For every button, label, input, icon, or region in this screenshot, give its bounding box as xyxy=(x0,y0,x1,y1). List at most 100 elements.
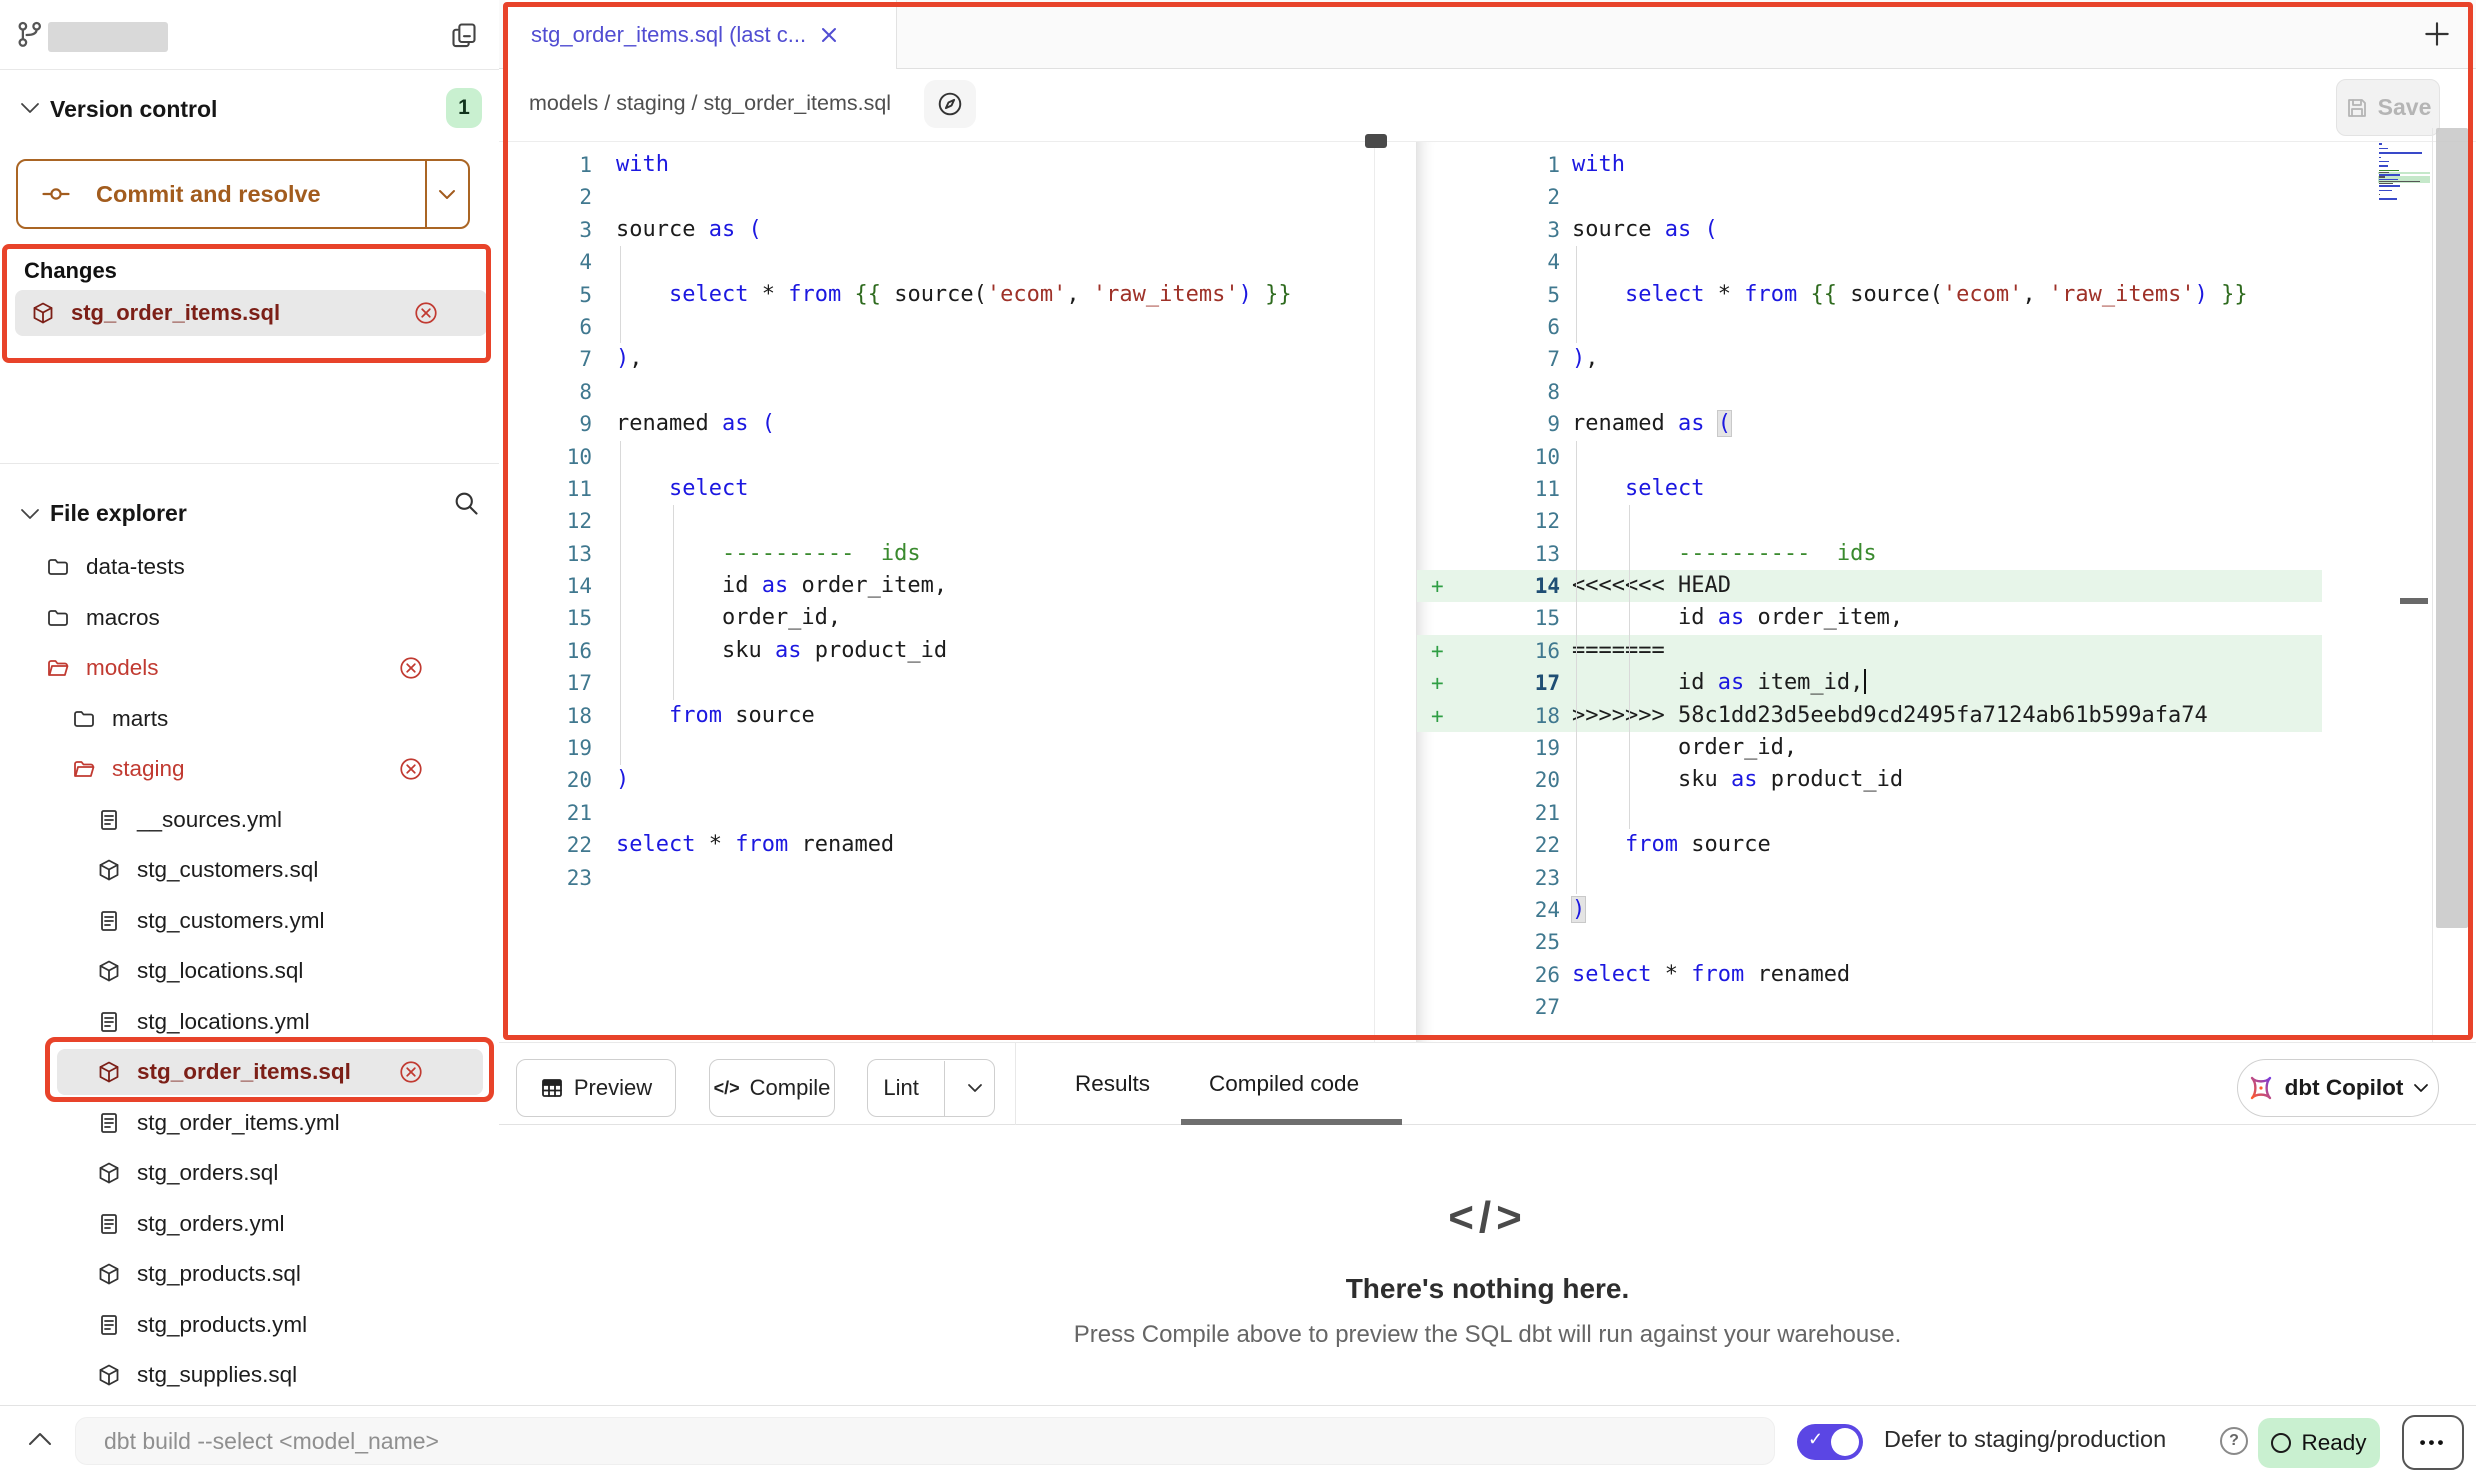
code-line-1[interactable]: 1 with xyxy=(499,149,1374,181)
code-line-2[interactable]: 2 xyxy=(499,181,1374,213)
sidebar-item-__sources.yml[interactable]: __sources.yml xyxy=(0,795,499,846)
chevron-up-icon[interactable] xyxy=(28,1432,52,1446)
sidebar-item-models[interactable]: models xyxy=(0,643,499,694)
close-icon[interactable] xyxy=(820,26,838,44)
code-line-9[interactable]: 9 renamed as ( xyxy=(499,408,1374,440)
code-line-20[interactable]: 20 sku as product_id xyxy=(1417,764,2322,796)
code-line-17[interactable]: 17 xyxy=(499,667,1374,699)
sidebar-item-stg_supplies.sql[interactable]: stg_supplies.sql xyxy=(0,1350,499,1401)
code-line-11[interactable]: 11 select xyxy=(499,473,1374,505)
command-input[interactable]: dbt build --select <model_name> xyxy=(75,1417,1775,1465)
code-line-6[interactable]: 6 xyxy=(1417,311,2322,343)
code-line-6[interactable]: 6 xyxy=(499,311,1374,343)
sidebar-item-data-tests[interactable]: data-tests xyxy=(0,542,499,593)
code-line-12[interactable]: 12 xyxy=(1417,505,2322,537)
commit-and-resolve-button[interactable]: Commit and resolve xyxy=(16,159,470,229)
code-line-11[interactable]: 11 select xyxy=(1417,473,2322,505)
sidebar-item-marts[interactable]: marts xyxy=(0,694,499,745)
save-button[interactable]: Save xyxy=(2336,79,2440,136)
code-line-19[interactable]: 19 order_id, xyxy=(1417,732,2322,764)
sidebar-item-macros[interactable]: macros xyxy=(0,593,499,644)
code-line-13[interactable]: 13 ---------- ids xyxy=(499,538,1374,570)
chevron-down-icon[interactable] xyxy=(20,508,40,520)
code-line-12[interactable]: 12 xyxy=(499,505,1374,537)
sidebar-item-stg_order_items.sql[interactable]: stg_order_items.sql xyxy=(0,1047,499,1098)
copy-icon[interactable] xyxy=(450,21,478,49)
code-line-4[interactable]: 4 xyxy=(1417,246,2322,278)
sidebar-item-staging[interactable]: staging xyxy=(0,744,499,795)
remove-change-icon[interactable] xyxy=(398,756,424,782)
chevron-down-icon[interactable] xyxy=(20,102,40,114)
file-explorer-header[interactable]: File explorer xyxy=(50,500,187,526)
code-line-27[interactable]: 27 xyxy=(1417,991,2322,1023)
chevron-down-icon[interactable] xyxy=(438,189,456,200)
code-line-23[interactable]: 23 xyxy=(1417,862,2322,894)
sidebar-item-stg_locations.sql[interactable]: stg_locations.sql xyxy=(0,946,499,997)
sidebar-item-stg_orders.sql[interactable]: stg_orders.sql xyxy=(0,1148,499,1199)
sidebar-item-stg_orders.yml[interactable]: stg_orders.yml xyxy=(0,1199,499,1250)
code-line-10[interactable]: 10 xyxy=(1417,441,2322,473)
remove-change-icon[interactable] xyxy=(398,1059,424,1085)
code-line-17[interactable]: +17 id as item_id, xyxy=(1417,667,2322,700)
sidebar-item-stg_customers.sql[interactable]: stg_customers.sql xyxy=(0,845,499,896)
version-control-header[interactable]: Version control xyxy=(50,96,218,122)
code-line-13[interactable]: 13 ---------- ids xyxy=(1417,538,2322,570)
code-line-18[interactable]: 18 from source xyxy=(499,700,1374,732)
code-line-5[interactable]: 5 select * from {{ source('ecom', 'raw_i… xyxy=(1417,279,2322,311)
sidebar-item-stg_order_items.yml[interactable]: stg_order_items.yml xyxy=(0,1098,499,1149)
minimap[interactable] xyxy=(2378,142,2432,206)
code-line-22[interactable]: 22 select * from renamed xyxy=(499,829,1374,861)
tab-stg-order-items[interactable]: stg_order_items.sql (last c... xyxy=(505,0,897,69)
code-line-10[interactable]: 10 xyxy=(499,441,1374,473)
code-line-9[interactable]: 9 renamed as ( xyxy=(1417,408,2322,440)
dbt-copilot-button[interactable]: dbt Copilot xyxy=(2237,1059,2439,1117)
more-options-button[interactable]: ••• xyxy=(2402,1415,2464,1470)
tab-results[interactable]: Results xyxy=(1075,1071,1151,1096)
changes-item-stg_order_items.sql[interactable]: stg_order_items.sql xyxy=(15,290,487,336)
remove-change-icon[interactable] xyxy=(413,300,439,326)
sidebar-item-stg_products.sql[interactable]: stg_products.sql xyxy=(0,1249,499,1300)
code-line-26[interactable]: 26 select * from renamed xyxy=(1417,959,2322,991)
sidebar-item-stg_locations.yml[interactable]: stg_locations.yml xyxy=(0,997,499,1048)
code-line-8[interactable]: 8 xyxy=(1417,376,2322,408)
code-line-20[interactable]: 20) xyxy=(499,764,1374,796)
code-line-3[interactable]: 3 source as ( xyxy=(1417,214,2322,246)
help-icon[interactable]: ? xyxy=(2220,1427,2248,1455)
code-pane-modified[interactable]: 1 with 2 3 source as (4 5 select * from {{ so… xyxy=(1417,142,2322,1042)
code-line-21[interactable]: 21 xyxy=(499,797,1374,829)
code-line-5[interactable]: 5 select * from {{ source('ecom', 'raw_i… xyxy=(499,279,1374,311)
code-line-24[interactable]: 24) xyxy=(1417,894,2322,926)
tab-compiled-code[interactable]: Compiled code xyxy=(1209,1071,1360,1096)
code-line-4[interactable]: 4 xyxy=(499,246,1374,278)
code-line-8[interactable]: 8 xyxy=(499,376,1374,408)
code-line-7[interactable]: 7), xyxy=(499,343,1374,375)
code-line-3[interactable]: 3 source as ( xyxy=(499,214,1374,246)
new-tab-button[interactable] xyxy=(2421,18,2453,50)
left-pane-scrollbar-thumb[interactable] xyxy=(1365,134,1387,148)
lint-button[interactable]: Lint xyxy=(867,1059,995,1117)
chevron-down-icon[interactable] xyxy=(955,1083,994,1093)
code-line-7[interactable]: 7), xyxy=(1417,343,2322,375)
code-line-15[interactable]: 15 id as order_item, xyxy=(1417,602,2322,634)
sidebar-item-stg_customers.yml[interactable]: stg_customers.yml xyxy=(0,896,499,947)
code-line-15[interactable]: 15 order_id, xyxy=(499,602,1374,634)
code-line-1[interactable]: 1 with xyxy=(1417,149,2322,181)
code-pane-original[interactable]: 1 with 2 3 source as (4 5 select * from {{ so… xyxy=(499,142,1374,1042)
code-line-21[interactable]: 21 xyxy=(1417,797,2322,829)
code-line-16[interactable]: 16 sku as product_id xyxy=(499,635,1374,667)
code-line-14[interactable]: 14 id as order_item, xyxy=(499,570,1374,602)
lineage-compass-icon[interactable] xyxy=(924,80,976,128)
code-line-16[interactable]: +16 ======= xyxy=(1417,634,2322,668)
code-line-19[interactable]: 19 xyxy=(499,732,1374,764)
code-line-18[interactable]: +18 >>>>>>> 58c1dd23d5eebd9cd2495fa7124ab… xyxy=(1417,699,2322,733)
right-scrollbar-thumb[interactable] xyxy=(2436,128,2468,928)
compile-button[interactable]: </> Compile xyxy=(709,1059,835,1117)
pane-divider[interactable] xyxy=(1416,142,1417,1042)
code-line-2[interactable]: 2 xyxy=(1417,181,2322,213)
code-line-23[interactable]: 23 xyxy=(499,862,1374,894)
preview-button[interactable]: Preview xyxy=(516,1059,676,1117)
remove-change-icon[interactable] xyxy=(398,655,424,681)
code-line-25[interactable]: 25 xyxy=(1417,926,2322,958)
defer-toggle[interactable]: ✓ xyxy=(1797,1424,1863,1460)
code-line-22[interactable]: 22 from source xyxy=(1417,829,2322,861)
